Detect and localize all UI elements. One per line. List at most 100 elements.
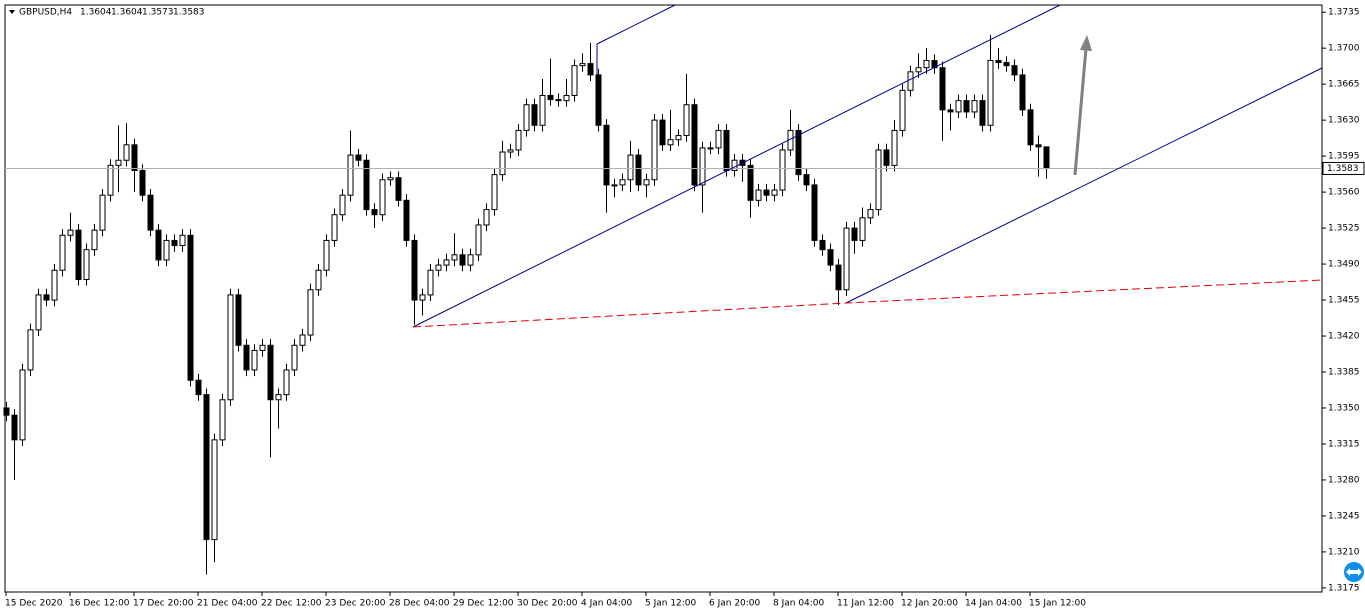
candle-body <box>347 154 354 196</box>
candle-body <box>1011 65 1018 76</box>
candle-body <box>587 63 594 76</box>
candle-body <box>899 89 906 131</box>
y-tick-label: 1.3455 <box>1328 296 1360 306</box>
candle-body <box>747 164 754 201</box>
candle-body <box>459 254 466 266</box>
candle-body <box>379 179 386 216</box>
candle-body <box>331 214 338 241</box>
candle-body <box>987 60 994 126</box>
candle-body <box>579 63 586 67</box>
header-low: 1.3573 <box>142 8 174 18</box>
channel-line <box>845 67 1323 304</box>
candle-body <box>491 174 498 211</box>
y-tick-label: 1.3490 <box>1328 260 1360 270</box>
candle-body <box>939 67 946 111</box>
y-tick-label: 1.3280 <box>1328 475 1360 485</box>
x-tick-label: 4 Jan 04:00 <box>581 599 633 609</box>
candle-body <box>467 254 474 266</box>
x-tick-label: 8 Jan 04:00 <box>773 599 825 609</box>
candle-body <box>835 264 842 291</box>
price-label: 1.3583 <box>1327 164 1359 174</box>
candle-body <box>547 94 554 101</box>
candle-body <box>1043 146 1050 169</box>
candle-body <box>427 269 434 296</box>
candle-body <box>35 294 42 331</box>
candle-body <box>555 99 562 102</box>
plot-area <box>4 4 1323 593</box>
candle-body <box>275 394 282 401</box>
candle-body <box>291 344 298 371</box>
x-tick-label: 17 Dec 20:00 <box>133 599 194 609</box>
candle-body <box>363 159 370 211</box>
candle-body <box>235 294 242 346</box>
y-tick-label: 1.3350 <box>1328 403 1360 413</box>
candle-body <box>163 239 170 261</box>
candle-body <box>571 65 578 96</box>
candle-body <box>19 369 26 441</box>
candle-body <box>99 194 106 231</box>
x-tick-label: 22 Dec 12:00 <box>261 599 322 609</box>
candle-body <box>955 100 962 113</box>
candle-body <box>659 119 666 146</box>
candle-body <box>523 104 530 131</box>
candle-body <box>883 149 890 166</box>
candle-body <box>531 104 538 126</box>
candle-body <box>619 179 626 186</box>
x-tick-label: 28 Dec 04:00 <box>389 599 450 609</box>
y-tick-label: 1.3665 <box>1328 80 1360 90</box>
header-open: 1.3604 <box>80 8 112 18</box>
menu-triangle[interactable] <box>9 10 15 14</box>
candle-body <box>371 209 378 216</box>
candle-body <box>419 294 426 301</box>
x-tick-label: 6 Jan 20:00 <box>709 599 761 609</box>
candle-body <box>27 329 34 371</box>
x-tick-label: 11 Jan 12:00 <box>837 599 894 609</box>
candle-body <box>947 109 954 113</box>
candle-body <box>243 344 250 371</box>
candle-body <box>443 259 450 266</box>
candle-body <box>627 154 634 181</box>
candle-body <box>483 209 490 226</box>
candle-body <box>251 349 258 371</box>
candle-body <box>395 177 402 201</box>
y-tick-label: 1.3245 <box>1328 511 1360 521</box>
candle-body <box>267 344 274 401</box>
candle-body <box>499 151 506 176</box>
candle-body <box>875 149 882 211</box>
candle-body <box>307 289 314 336</box>
candle-body <box>59 234 66 271</box>
candle-body <box>651 119 658 181</box>
app-icon[interactable] <box>1341 560 1365 584</box>
y-tick-label: 1.3595 <box>1328 152 1360 162</box>
candle-body <box>819 239 826 251</box>
candle-body <box>323 239 330 271</box>
candle-body <box>1019 74 1026 111</box>
candle-body <box>595 74 602 126</box>
candle-body <box>715 129 722 149</box>
candle-body <box>611 184 618 187</box>
candle-body <box>843 227 850 291</box>
candle-body <box>203 394 210 541</box>
candle-body <box>963 100 970 113</box>
candle-body <box>227 294 234 401</box>
x-tick-label: 23 Dec 20:00 <box>325 599 386 609</box>
candle-body <box>403 199 410 241</box>
candle-body <box>915 67 922 73</box>
candle-body <box>131 144 138 172</box>
candle-body <box>907 71 914 91</box>
price-label-box <box>1322 161 1365 175</box>
candle-body <box>187 234 194 381</box>
candle-body <box>923 60 930 69</box>
y-tick-label: 1.3385 <box>1328 368 1360 378</box>
x-tick-label: 15 Jan 12:00 <box>1029 599 1086 609</box>
y-tick-label: 1.3630 <box>1328 116 1360 126</box>
y-tick-label: 1.3175 <box>1328 583 1360 593</box>
candle-body <box>803 174 810 186</box>
candle-body <box>507 149 514 153</box>
candle-body <box>1027 109 1034 146</box>
candle-body <box>387 177 394 181</box>
candle-body <box>755 189 762 201</box>
candle-body <box>515 129 522 151</box>
